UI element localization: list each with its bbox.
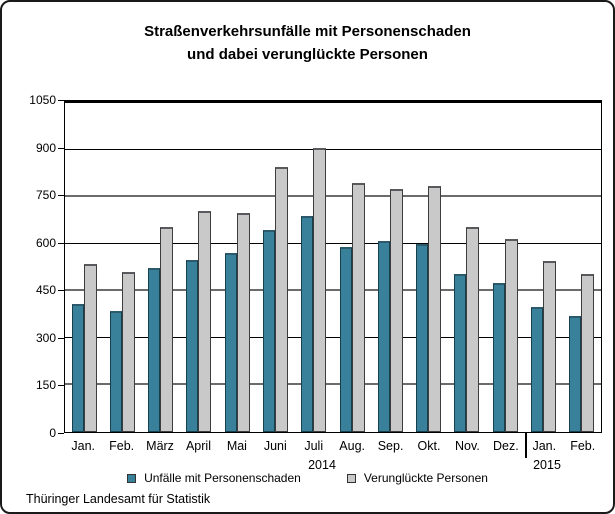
year-label-2015: 2015	[533, 458, 561, 472]
persons-bar-2	[121, 272, 135, 432]
persons-bar-4	[198, 211, 212, 432]
bar-group-9	[371, 103, 409, 432]
gridline-300	[65, 337, 601, 338]
y-tick-label-750: 750	[35, 188, 56, 203]
legend-item-accidents: Unfälle mit Personenschaden	[127, 471, 301, 485]
gridline-750	[65, 195, 601, 197]
bar-group-10	[410, 103, 448, 432]
persons-legend-swatch-icon	[346, 473, 356, 483]
bar-group-3	[142, 103, 180, 432]
gridline-150	[65, 383, 601, 385]
y-tick-mark-600	[58, 242, 64, 244]
chart-title-line2: und dabei verunglückte Personen	[187, 46, 428, 63]
y-tick-label-450: 450	[35, 283, 56, 298]
x-tick-label-9: Sep.	[377, 439, 404, 453]
persons-bar-8	[351, 182, 365, 432]
gridline-600	[65, 243, 601, 244]
accidents-bar-4	[186, 259, 199, 432]
bar-group-2	[103, 103, 141, 432]
source-label: Thüringer Landesamt für Statistik	[26, 492, 211, 506]
y-tick-label-900: 900	[35, 140, 56, 155]
x-tick-label-8: Aug.	[339, 439, 366, 453]
persons-bar-1	[83, 264, 97, 432]
accidents-bar-5	[224, 253, 237, 432]
x-tick-label-2: Feb.	[109, 439, 135, 453]
bar-group-12	[486, 103, 524, 432]
y-tick-mark-750	[58, 195, 64, 197]
persons-bar-12	[504, 239, 518, 432]
x-axis: Jan. Feb. März April Mai Juni Juli Aug. Sep. Okt.…	[64, 439, 602, 453]
x-tick-label-5: Mai	[226, 439, 247, 453]
persons-bar-14	[581, 273, 595, 432]
accidents-bar-12	[492, 283, 505, 432]
persons-bar-11	[466, 226, 480, 432]
x-tick-label-13: Jan.	[532, 439, 557, 453]
y-tick-label-0: 0	[49, 426, 56, 440]
persons-bar-10	[428, 186, 442, 432]
year-label-2014: 2014	[308, 458, 336, 472]
x-tick-label-14: Feb.	[570, 439, 596, 453]
accidents-bar-11	[454, 273, 467, 432]
y-tick-label-1050: 1050	[29, 93, 56, 107]
y-tick-mark-150	[58, 385, 64, 387]
persons-bar-7	[313, 148, 327, 432]
x-tick-label-4: April	[185, 439, 211, 453]
x-tick-label-11: Nov.	[455, 439, 480, 453]
bar-group-14	[563, 103, 601, 432]
chart-title: Straßenverkehrsunfälle mit Personenschad…	[2, 20, 613, 66]
accidents-legend-label: Unfälle mit Personenschaden	[144, 471, 301, 485]
persons-legend-label: Verunglückte Personen	[363, 471, 488, 485]
y-tick-label-600: 600	[35, 235, 56, 250]
y-tick-mark-1050	[58, 100, 64, 101]
y-tick-mark-0	[58, 433, 64, 434]
persons-bar-3	[160, 226, 174, 432]
y-tick-mark-300	[58, 337, 64, 339]
accidents-bar-1	[71, 303, 84, 432]
accidents-bar-10	[416, 244, 429, 432]
persons-bar-5	[236, 212, 250, 432]
x-tick-label-3: März	[146, 439, 174, 453]
legend-item-persons: Verunglückte Personen	[346, 471, 488, 485]
plot-area	[64, 100, 602, 433]
bar-group-6	[256, 103, 294, 432]
accidents-bar-8	[339, 247, 352, 432]
persons-bar-9	[389, 189, 403, 432]
y-tick-label-300: 300	[35, 330, 56, 345]
x-tick-label-6: Juni	[263, 439, 287, 453]
gridline-900	[65, 149, 601, 150]
persons-bar-13	[543, 261, 557, 432]
bar-group-5	[218, 103, 256, 432]
persons-bar-6	[275, 167, 289, 432]
bar-group-11	[448, 103, 486, 432]
x-tick-label-12: Dez.	[493, 439, 519, 453]
legend: Unfälle mit Personenschaden Verunglückte…	[2, 471, 613, 485]
accidents-bar-2	[109, 311, 122, 432]
chart-title-line1: Straßenverkehrsunfälle mit Personenschad…	[144, 23, 471, 40]
bar-group-7	[295, 103, 333, 432]
accidents-bar-3	[148, 267, 161, 432]
bar-group-8	[333, 103, 371, 432]
x-tick-label-10: Okt.	[417, 439, 441, 453]
y-tick-label-150: 150	[35, 378, 56, 393]
bar-group-13	[524, 103, 562, 432]
accidents-legend-swatch-icon	[127, 473, 137, 483]
bar-group-4	[180, 103, 218, 432]
bar-group-1	[65, 103, 103, 432]
gridline-450	[65, 289, 601, 291]
y-tick-mark-900	[58, 147, 64, 149]
accidents-bar-9	[377, 240, 390, 432]
x-tick-label-7: Juli	[304, 439, 324, 453]
year-separator	[525, 433, 527, 458]
accidents-bar-7	[301, 215, 314, 432]
y-tick-mark-450	[58, 290, 64, 292]
x-tick-label-1: Jan.	[71, 439, 96, 453]
accidents-bar-13	[531, 306, 544, 432]
accidents-bar-14	[569, 316, 582, 432]
accidents-bar-6	[263, 229, 276, 432]
